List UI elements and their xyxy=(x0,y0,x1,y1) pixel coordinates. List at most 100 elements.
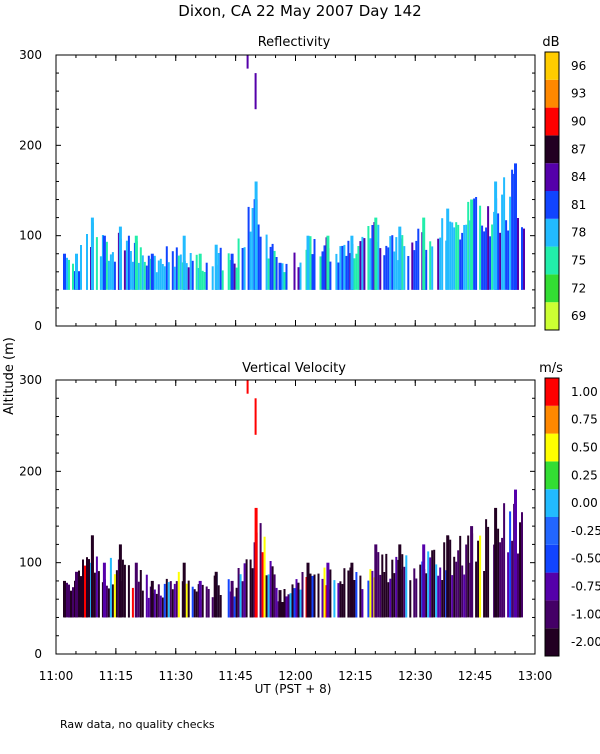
echo-texture xyxy=(465,544,468,618)
echo-column xyxy=(90,535,94,618)
echo-texture xyxy=(113,261,116,290)
echo-column xyxy=(470,526,474,618)
echo-column xyxy=(90,217,94,290)
echo-texture xyxy=(339,581,342,618)
echo-texture xyxy=(243,563,246,618)
echo-texture xyxy=(191,260,194,290)
echo-texture xyxy=(439,567,442,618)
echo-texture xyxy=(227,579,230,618)
echo-texture xyxy=(523,228,525,290)
echo-texture xyxy=(105,585,108,618)
echo-column xyxy=(134,235,138,290)
echo-texture xyxy=(173,266,176,290)
echo-column xyxy=(278,262,282,290)
echo-texture xyxy=(265,234,268,290)
colorbar-label: 90 xyxy=(571,115,586,129)
echo-texture xyxy=(109,557,112,618)
colorbar-swatch xyxy=(545,461,559,490)
echo-texture xyxy=(385,553,388,618)
colorbar-label: 0.00 xyxy=(571,496,598,510)
echo-texture xyxy=(66,582,68,618)
echo-texture xyxy=(403,246,406,290)
colorbar-swatch xyxy=(545,433,559,462)
echo-texture xyxy=(82,559,84,618)
echo-texture xyxy=(341,245,344,290)
echo-column xyxy=(326,235,330,290)
echo-column xyxy=(118,226,122,290)
echo-texture xyxy=(415,578,418,618)
colorbar-label: 0.75 xyxy=(571,413,598,427)
echo-texture xyxy=(259,523,262,618)
echo-texture xyxy=(195,254,198,290)
echo-column xyxy=(422,544,426,618)
echo-texture xyxy=(321,251,324,290)
echo-column xyxy=(118,544,122,618)
echo-texture xyxy=(359,575,362,618)
colorbar-label: 72 xyxy=(571,281,586,295)
echo-column xyxy=(446,208,450,290)
echo-texture xyxy=(465,224,468,290)
echo-texture xyxy=(455,222,458,290)
echo-texture xyxy=(339,246,342,290)
echo-texture xyxy=(451,575,454,618)
echo-texture xyxy=(141,590,144,618)
x-tick-label: 11:30 xyxy=(159,669,194,683)
echo-texture xyxy=(377,552,380,618)
x-tick-label: 11:45 xyxy=(218,669,253,683)
echo-texture xyxy=(66,257,68,290)
echo-texture xyxy=(353,580,356,618)
echo-texture xyxy=(153,589,156,618)
echo-column xyxy=(182,235,186,290)
isolated-echo xyxy=(254,398,257,435)
echo-texture xyxy=(105,241,108,290)
echo-texture xyxy=(407,256,410,290)
echo-column xyxy=(102,562,106,618)
echo-texture xyxy=(371,225,374,290)
echo-texture xyxy=(107,588,110,618)
echo-texture xyxy=(507,230,510,290)
echo-texture xyxy=(88,559,90,618)
echo-texture xyxy=(479,535,482,618)
colorbar-label: 84 xyxy=(571,170,586,184)
echo-texture xyxy=(285,263,288,290)
echo-texture xyxy=(323,567,326,618)
echo-texture xyxy=(93,572,96,618)
echo-texture xyxy=(243,247,246,290)
echo-column xyxy=(398,226,402,290)
y-tick-label: 300 xyxy=(19,373,42,387)
echo-texture xyxy=(205,262,208,290)
echo-texture xyxy=(237,238,240,290)
figure-title: Dixon, CA 22 May 2007 Day 142 xyxy=(178,2,421,20)
y-tick-label: 200 xyxy=(19,138,42,152)
velocity-colorbar: -2.00 -1.00 -0.75 -0.50 -0.25 0.00 0.25 0.50 0.7… xyxy=(544,377,600,657)
echo-texture xyxy=(80,245,82,290)
echo-texture xyxy=(377,224,380,290)
echo-texture xyxy=(403,566,406,618)
echo-column xyxy=(514,489,517,618)
y-tick-label: 0 xyxy=(34,647,42,661)
echo-texture xyxy=(387,247,390,290)
velocity-colorbar-unit: m/s xyxy=(539,361,563,376)
echo-texture xyxy=(193,589,196,618)
echo-texture xyxy=(461,565,464,618)
colorbar-swatch xyxy=(545,191,559,219)
echo-texture xyxy=(257,224,260,290)
echo-texture xyxy=(235,587,238,618)
echo-column xyxy=(350,562,354,618)
echo-column xyxy=(446,535,450,618)
x-tick-label: 11:00 xyxy=(39,669,74,683)
colorbar-swatch xyxy=(545,517,559,545)
echo-texture xyxy=(459,535,462,618)
echo-texture xyxy=(449,221,452,290)
echo-texture xyxy=(109,254,112,290)
colorbar-swatch xyxy=(545,163,559,191)
echo-texture xyxy=(381,554,384,618)
colorbar-swatch xyxy=(545,302,559,330)
echo-texture xyxy=(201,270,204,290)
echo-texture xyxy=(185,583,188,618)
echo-texture xyxy=(211,266,214,290)
echo-texture xyxy=(205,586,208,618)
echo-texture xyxy=(395,556,398,618)
echo-texture xyxy=(429,241,432,290)
echo-texture xyxy=(237,568,240,618)
